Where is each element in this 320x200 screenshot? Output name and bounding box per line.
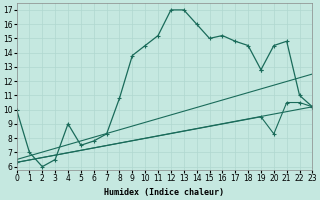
X-axis label: Humidex (Indice chaleur): Humidex (Indice chaleur) (105, 188, 225, 197)
